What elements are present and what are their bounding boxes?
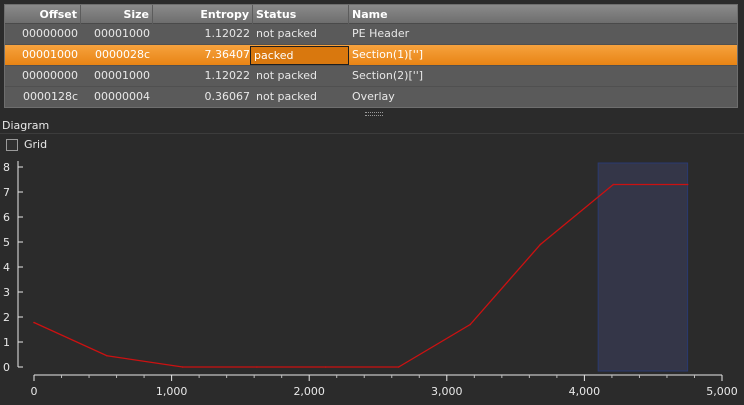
cell-entropy: 0.36067: [204, 90, 251, 103]
table-row[interactable]: 0000128c 00000004 0.36067 not packed Ove…: [5, 87, 737, 108]
cell-entropy: 1.12022: [204, 27, 251, 40]
grid-checkbox[interactable]: [6, 139, 18, 151]
cell-status: not packed: [256, 27, 318, 40]
data-point: [469, 323, 471, 326]
data-point: [686, 183, 689, 186]
y-tick-label: 3: [3, 286, 10, 299]
grid-checkbox-label[interactable]: Grid: [24, 138, 48, 151]
y-tick-label: 7: [3, 186, 10, 199]
cell-status-focused[interactable]: packed: [250, 46, 349, 65]
y-tick-label: 5: [3, 236, 10, 249]
data-point: [181, 366, 184, 368]
splitter-handle[interactable]: [365, 112, 383, 116]
cell-size: 0000028c: [94, 48, 150, 61]
x-tick-label: 4,000: [569, 385, 601, 398]
data-point: [324, 366, 327, 368]
table-row[interactable]: 00000000 00001000 1.12022 not packed PE …: [5, 24, 737, 45]
x-tick-label: 1,000: [156, 385, 188, 398]
cell-offset: 00000000: [22, 27, 78, 40]
cell-offset: 00000000: [22, 69, 78, 82]
sections-table[interactable]: Offset Size Entropy Status Name 00000000…: [4, 4, 738, 108]
cell-size: 00000004: [94, 90, 150, 103]
cell-offset: 00001000: [22, 48, 78, 61]
data-point: [539, 243, 542, 246]
y-tick-label: 8: [3, 161, 10, 174]
x-tick-label: 0: [31, 385, 38, 398]
column-header-offset[interactable]: Offset: [5, 5, 81, 24]
data-point: [33, 321, 35, 324]
x-tick-label: 3,000: [431, 385, 463, 398]
cell-status: not packed: [256, 69, 318, 82]
cell-entropy: 1.12022: [204, 69, 251, 82]
y-tick-label: 1: [3, 336, 10, 349]
y-tick-label: 6: [3, 211, 10, 224]
column-header-name[interactable]: Name: [352, 8, 388, 21]
table-header: Offset Size Entropy Status Name: [5, 5, 737, 24]
diagram-frame: [0, 133, 744, 405]
diagram-group-label: Diagram: [2, 119, 50, 132]
x-tick-label: 5,000: [706, 385, 738, 398]
cell-name: Section(2)['']: [352, 69, 424, 82]
table-row[interactable]: 00000000 00001000 1.12022 not packed Sec…: [5, 66, 737, 87]
selection-highlight: [597, 162, 689, 372]
cell-status: not packed: [256, 90, 318, 103]
cell-size: 00001000: [94, 27, 150, 40]
column-header-size[interactable]: Size: [81, 5, 153, 24]
entropy-series-line: [33, 183, 688, 368]
cell-name: Overlay: [352, 90, 395, 103]
entropy-chart: 0 1 2 3 4 5 6 7 8 0 1,000 2,000 3,000 4,000 5,000: [3, 161, 738, 398]
y-tick-label: 4: [3, 261, 10, 274]
cell-entropy: 7.36407: [204, 48, 251, 61]
x-tick-label: 2,000: [293, 385, 325, 398]
table-row-selected[interactable]: 00001000 0000028c 7.36407 packed Section…: [5, 45, 737, 66]
cell-name: Section(1)['']: [352, 48, 424, 61]
data-point: [612, 183, 615, 186]
cell-offset: 0000128c: [22, 90, 78, 103]
data-point: [256, 366, 258, 368]
column-header-entropy[interactable]: Entropy: [153, 5, 253, 24]
y-tick-label: 2: [3, 311, 10, 324]
cell-name: PE Header: [352, 27, 410, 40]
column-header-status[interactable]: Status: [253, 5, 349, 24]
data-point: [397, 366, 400, 368]
cell-size: 00001000: [94, 69, 150, 82]
y-tick-label: 0: [3, 361, 10, 374]
data-point: [106, 354, 108, 357]
